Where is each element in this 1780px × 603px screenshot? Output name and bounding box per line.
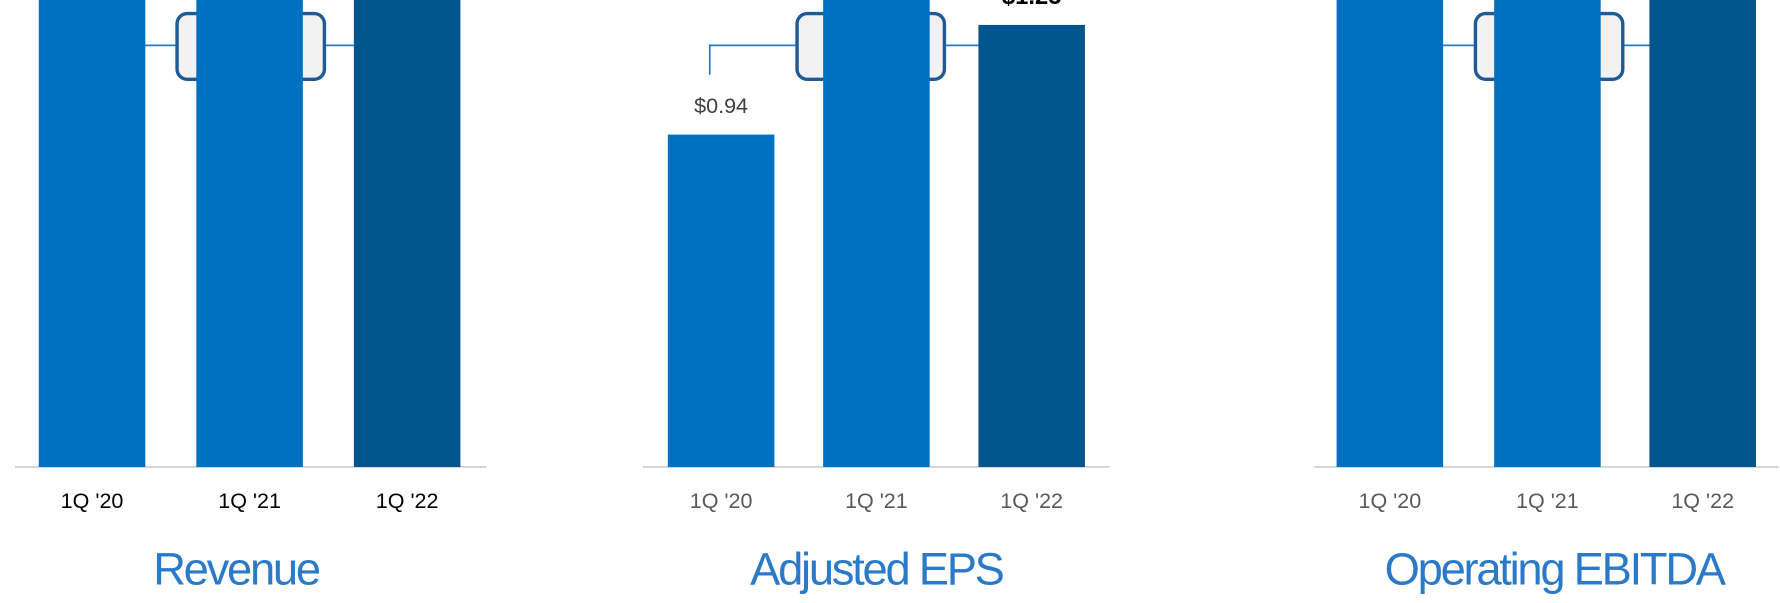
- x-tick-label: 1Q '20: [690, 489, 753, 513]
- bar-segment: [353, 0, 461, 467]
- x-tick-label: 1Q '21: [1516, 489, 1579, 513]
- x-tick-label: 1Q '20: [1358, 489, 1421, 513]
- chart-title: Operating EBITDA: [1385, 543, 1727, 594]
- bar-segment: [1336, 0, 1444, 467]
- bar-segment: [667, 134, 775, 467]
- bar-segment: [823, 0, 930, 467]
- chart-title: Adjusted EPS: [750, 543, 1004, 594]
- x-tick-label: 1Q '22: [1000, 489, 1063, 513]
- bar-segment: [38, 0, 146, 467]
- x-tick-label: 1Q '22: [1671, 489, 1734, 513]
- chart-title: Revenue: [153, 543, 320, 594]
- bar-segment: [1649, 0, 1756, 467]
- bar-segment: [1494, 0, 1601, 467]
- x-tick-label: 1Q '21: [218, 489, 281, 513]
- x-tick-label: 1Q '22: [376, 489, 439, 513]
- bar-segment: [196, 0, 303, 467]
- x-tick-label: 1Q '20: [61, 489, 124, 513]
- x-tick-label: 1Q '21: [845, 489, 908, 513]
- bar-segment: [978, 24, 1085, 467]
- total-label: $0.94: [694, 94, 748, 118]
- total-label: $1.25: [1002, 0, 1062, 10]
